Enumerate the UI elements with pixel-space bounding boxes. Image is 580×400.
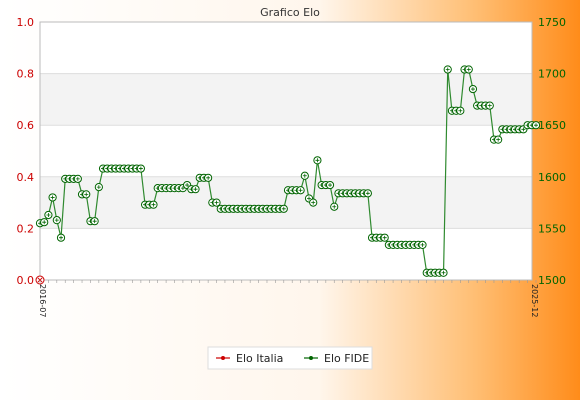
left-tick-label: 0.8 xyxy=(17,68,35,81)
data-point-elo-fide xyxy=(212,198,221,207)
data-point-elo-fide xyxy=(325,180,335,190)
data-point-elo-fide xyxy=(279,204,288,213)
data-point-elo-fide xyxy=(82,190,91,199)
data-point-elo-fide xyxy=(73,174,82,183)
plot-area xyxy=(40,22,532,280)
legend-marker xyxy=(309,356,313,360)
data-point-elo-fide xyxy=(157,184,166,193)
data-point-elo-fide xyxy=(443,65,452,74)
data-point-elo-fide xyxy=(204,173,213,182)
right-tick-label: 1500 xyxy=(538,274,566,287)
legend-box xyxy=(207,346,373,370)
legend-entry-elo-italia[interactable]: Elo Italia xyxy=(216,352,283,365)
legend-entry-elo-fide[interactable]: Elo FIDE xyxy=(304,352,369,365)
data-point-elo-fide xyxy=(296,186,305,195)
data-point-elo-fide xyxy=(468,84,478,94)
chart-title: Grafico Elo xyxy=(260,6,320,19)
data-point-elo-fide xyxy=(485,101,494,110)
right-tick-label: 1550 xyxy=(538,222,566,235)
data-point-elo-fide xyxy=(418,240,427,250)
left-tick-label: 0.2 xyxy=(17,222,35,235)
left-tick-label: 1.0 xyxy=(17,16,35,29)
left-tick-label: 0.6 xyxy=(17,119,35,132)
right-tick-label: 1700 xyxy=(538,68,566,81)
data-point-elo-fide xyxy=(464,65,473,74)
x-tick-label-last: 2025-12 xyxy=(530,284,539,317)
data-point-elo-fide xyxy=(456,106,465,115)
data-point-elo-fide xyxy=(494,135,503,144)
data-point-elo-fide xyxy=(330,202,339,211)
right-tick-label: 1650 xyxy=(538,119,566,132)
data-point-elo-fide xyxy=(531,121,541,130)
legend-marker xyxy=(221,356,225,360)
data-point-elo-fide xyxy=(149,200,158,209)
data-point-elo-fide xyxy=(90,217,99,226)
plot-border xyxy=(39,21,533,281)
data-point-elo-fide xyxy=(313,156,322,165)
left-tick-label: 0.4 xyxy=(17,171,35,184)
data-point-elo-fide xyxy=(94,183,103,192)
data-point-elo-fide xyxy=(309,198,318,207)
data-point-elo-fide xyxy=(40,218,49,227)
data-point-elo-fide xyxy=(439,268,448,277)
right-tick-label: 1600 xyxy=(538,171,566,184)
left-tick-label: 0.0 xyxy=(17,274,35,287)
data-point-elo-fide xyxy=(300,171,309,180)
data-point-elo-fide xyxy=(48,193,57,202)
data-point-elo-fide xyxy=(44,210,53,220)
legend-label: Elo FIDE xyxy=(324,352,369,365)
legend-label: Elo Italia xyxy=(236,352,283,365)
data-point-elo-fide xyxy=(52,216,61,225)
legend: Elo Italia Elo FIDE xyxy=(207,346,373,370)
x-tick-label-first: 2016-07 xyxy=(38,284,47,317)
data-point-elo-fide xyxy=(191,185,200,194)
grid-band xyxy=(40,73,532,126)
data-point-elo-fide xyxy=(380,233,389,242)
right-tick-label: 1750 xyxy=(538,16,566,29)
data-point-elo-fide xyxy=(363,189,372,198)
data-point-elo-fide xyxy=(56,233,66,242)
grid-band xyxy=(40,176,532,229)
data-point-elo-fide xyxy=(136,164,145,173)
